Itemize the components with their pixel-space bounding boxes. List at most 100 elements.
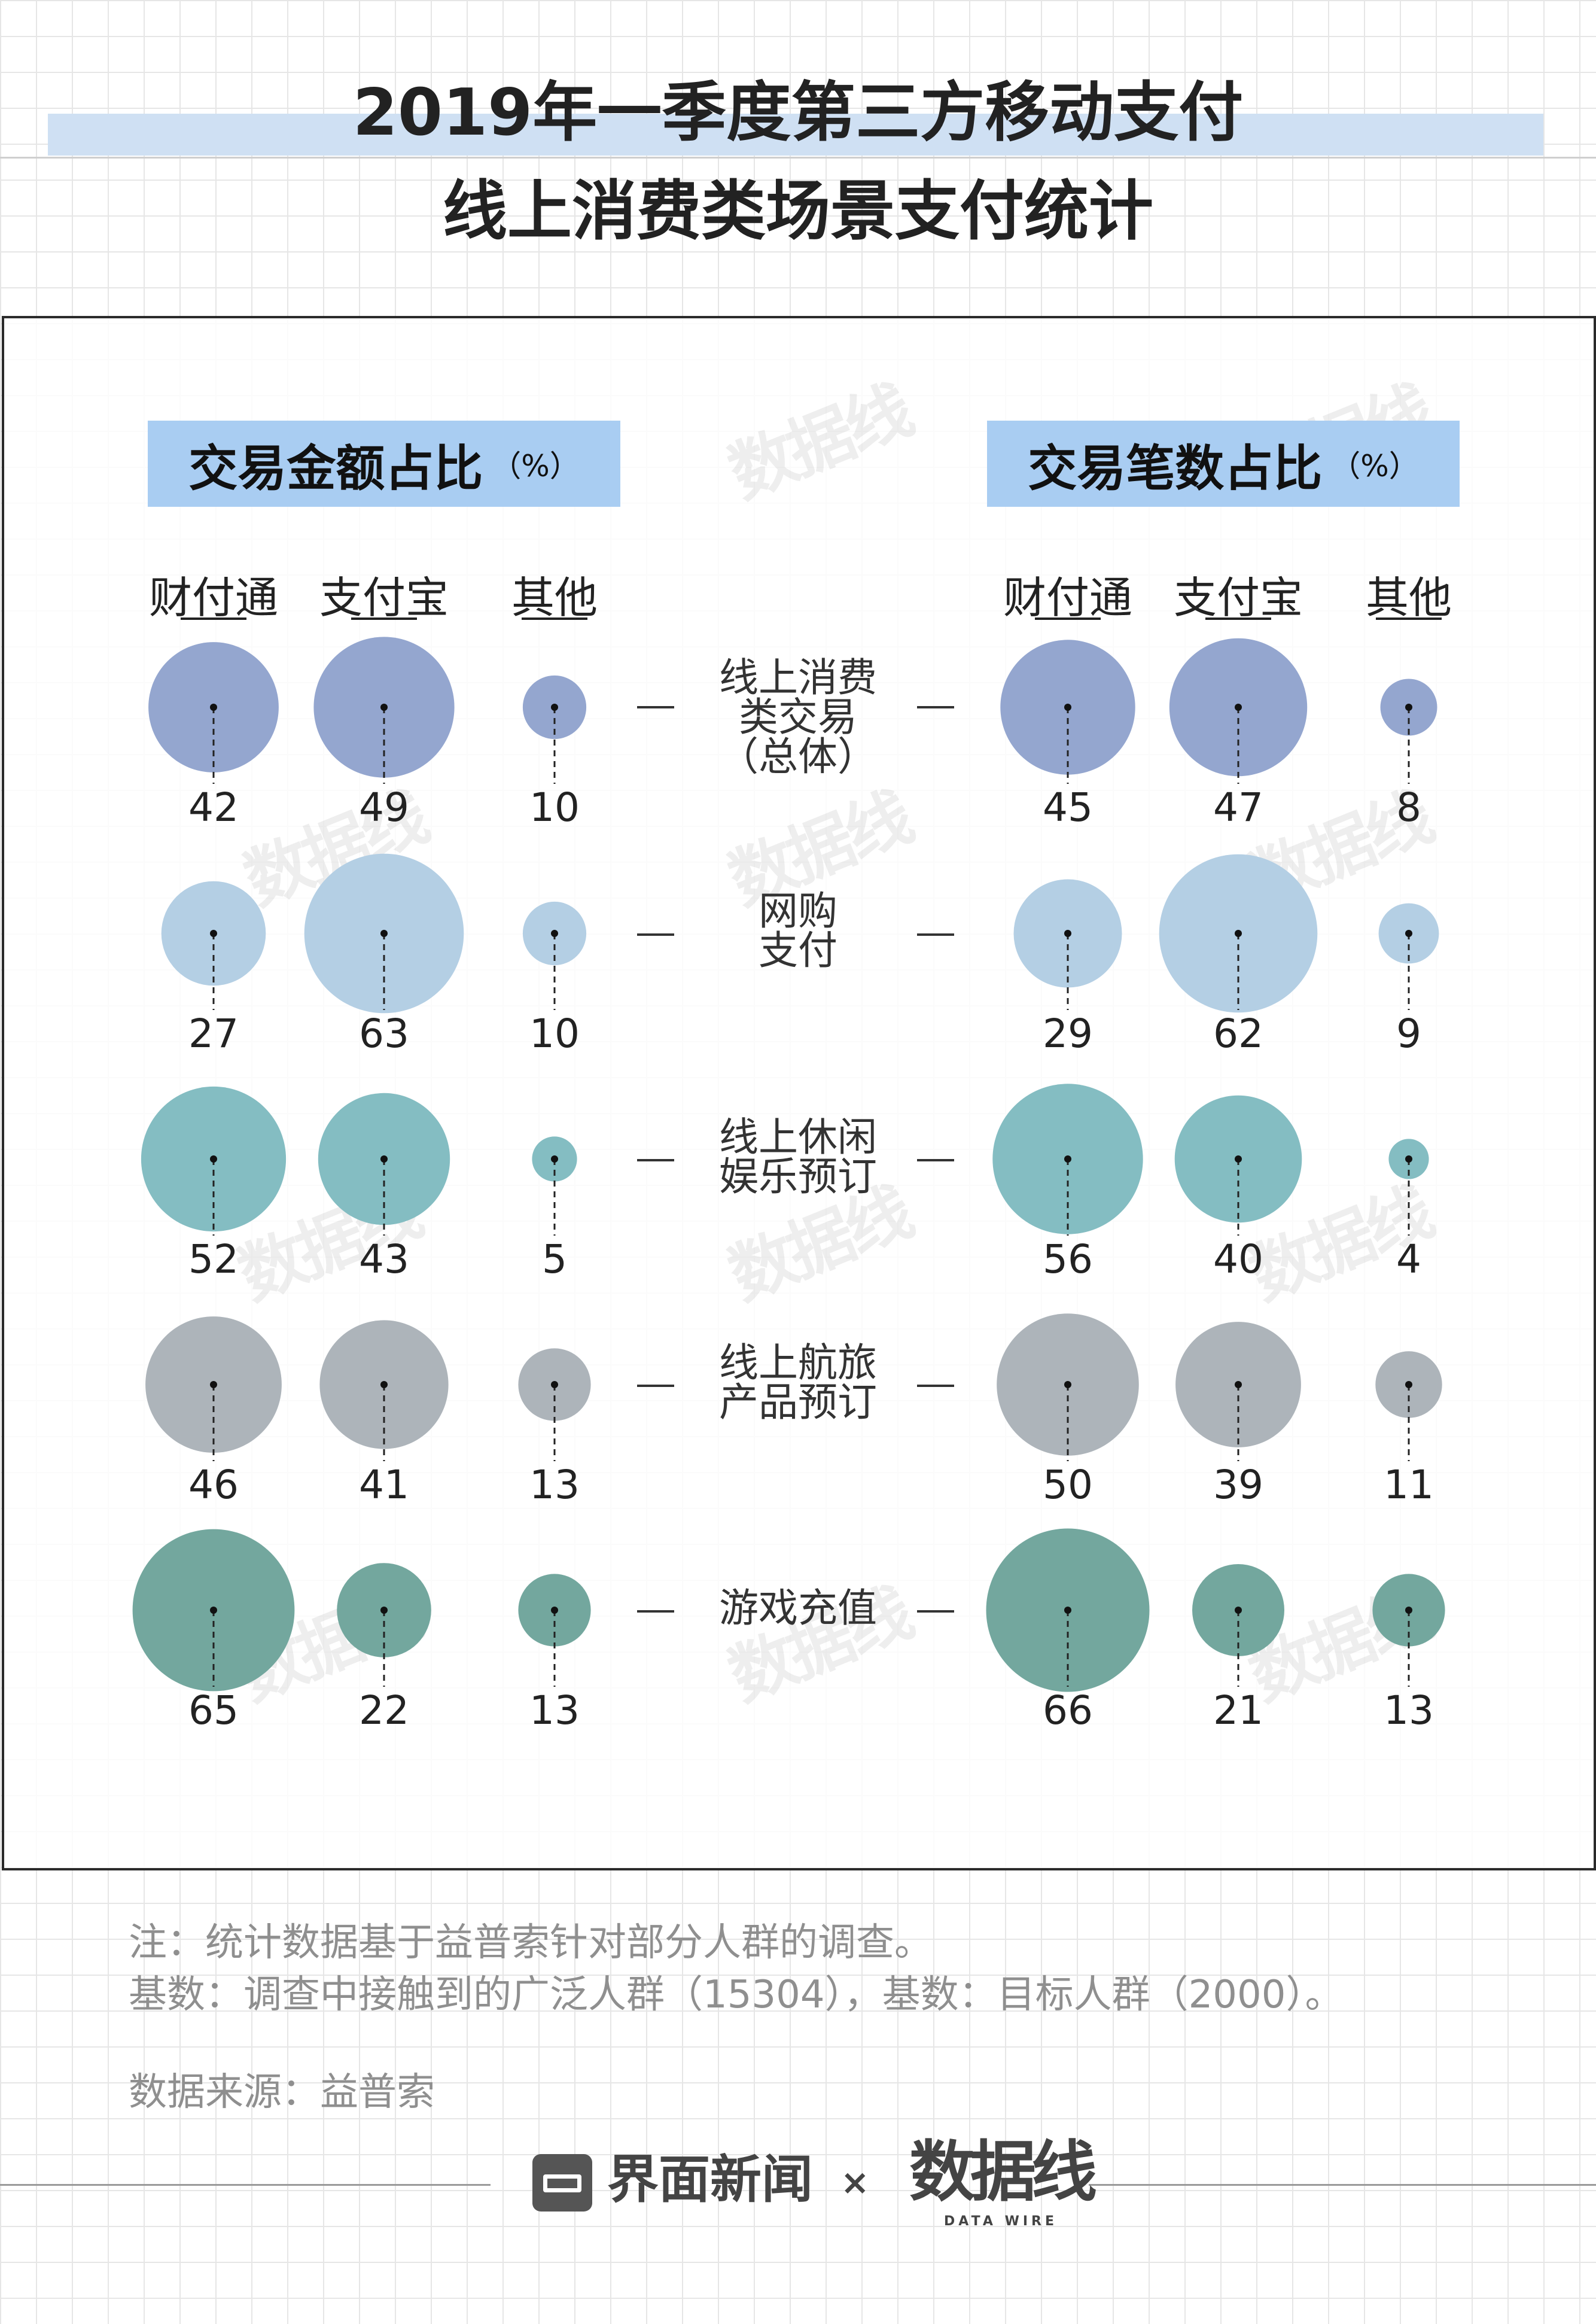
bubble-center-dot	[210, 704, 217, 711]
value-label-amount-tenpay-row5: 65	[188, 1687, 239, 1733]
value-label-amount-alipay-row3: 43	[359, 1236, 409, 1282]
bubble-center-dot	[380, 704, 388, 711]
jiemian-logo-icon	[532, 2154, 592, 2212]
header-count-title: 交易笔数占比	[1028, 440, 1323, 497]
row-dash-right	[917, 1159, 954, 1161]
value-label-amount-other-row5: 13	[529, 1687, 580, 1733]
value-label-count-other-row2: 9	[1396, 1011, 1421, 1057]
bubble-center-dot	[380, 1607, 388, 1614]
footer-rule-right	[1089, 2184, 1596, 2186]
bubble-center-dot	[1064, 1155, 1071, 1163]
value-label-count-tenpay-row1: 45	[1043, 784, 1093, 831]
bubble-center-dot	[551, 1155, 558, 1163]
bubble-center-dot	[210, 1607, 217, 1614]
row-label-game-recharge: 游戏充值	[719, 1585, 877, 1631]
bubble-center-dot	[1235, 704, 1242, 711]
header-amount-title: 交易金额占比	[188, 440, 483, 497]
footer-brand-jiemian: 界面新闻	[607, 2150, 813, 2210]
row-dash-right	[917, 933, 954, 936]
footer-datawire-sub: DATA WIRE	[944, 2214, 1058, 2229]
column-label-tenpay-right: 财付通	[1003, 573, 1132, 623]
value-label-amount-other-row4: 13	[529, 1462, 580, 1508]
value-label-amount-other-row3: 5	[542, 1236, 567, 1282]
column-label-tenpay-left: 财付通	[148, 573, 278, 623]
row-dash-right	[917, 706, 954, 708]
value-label-count-alipay-row5: 21	[1213, 1687, 1263, 1733]
column-label-other-right: 其他	[1365, 573, 1452, 623]
page-title-line-1: 2019年一季度第三方移动支付	[352, 75, 1244, 150]
value-label-amount-other-row1: 10	[529, 784, 580, 831]
value-label-count-alipay-row1: 47	[1213, 784, 1263, 831]
title-highlight-band	[48, 114, 1543, 156]
bubble-center-dot	[1235, 1381, 1242, 1388]
column-label-alipay-left: 支付宝	[319, 573, 449, 623]
value-label-count-alipay-row4: 39	[1213, 1462, 1263, 1508]
value-label-count-tenpay-row4: 50	[1043, 1462, 1093, 1508]
bubble-center-dot	[1064, 1607, 1071, 1614]
title-rule	[0, 157, 1596, 159]
value-label-amount-alipay-row5: 22	[359, 1687, 409, 1733]
row-dash-left	[637, 1610, 674, 1613]
bubble-center-dot	[380, 1155, 388, 1163]
value-label-amount-alipay-row1: 49	[359, 784, 409, 831]
row-dash-left	[637, 1385, 674, 1387]
source-note: 数据来源：益普索	[129, 2070, 435, 2115]
row-label-travel-booking: 线上航旅 产品预订	[719, 1340, 877, 1425]
value-label-amount-tenpay-row3: 52	[188, 1236, 239, 1282]
value-label-count-other-row4: 11	[1384, 1462, 1434, 1508]
row-dash-left	[637, 1159, 674, 1161]
value-label-count-tenpay-row2: 29	[1043, 1011, 1093, 1057]
value-label-count-other-row1: 8	[1396, 784, 1421, 831]
value-label-amount-tenpay-row2: 27	[188, 1011, 239, 1057]
note-line-2: 基数：调查中接触到的广泛人群（15304），基数：目标人群（2000）。	[129, 1973, 1344, 2017]
value-label-count-tenpay-row3: 56	[1043, 1236, 1093, 1282]
bubble-center-dot	[551, 930, 558, 937]
bubble-center-dot	[1405, 1381, 1412, 1388]
row-dash-right	[917, 1610, 954, 1613]
row-dash-left	[637, 933, 674, 936]
bubble-center-dot	[1235, 1155, 1242, 1163]
footer-rule-left	[0, 2184, 491, 2186]
bubble-center-dot	[551, 1381, 558, 1388]
header-count-unit: （%）	[1330, 449, 1419, 483]
value-label-amount-tenpay-row1: 42	[188, 784, 239, 831]
header-count-share: 交易笔数占比 （%）	[987, 421, 1460, 507]
footer-datawire-logo: 数据线	[909, 2134, 1097, 2210]
bubble-center-dot	[1064, 1381, 1071, 1388]
row-label-overall: 线上消费类交易 （总体）	[719, 655, 877, 780]
bubble-center-dot	[551, 1607, 558, 1614]
value-label-amount-alipay-row2: 63	[359, 1011, 409, 1057]
value-label-count-alipay-row2: 62	[1213, 1011, 1263, 1057]
value-label-count-alipay-row3: 40	[1213, 1236, 1263, 1282]
bubble-center-dot	[1405, 930, 1412, 937]
column-label-alipay-right: 支付宝	[1173, 573, 1303, 623]
page-title-line-2: 线上消费类场景支付统计	[442, 174, 1153, 249]
bubble-center-dot	[210, 1155, 217, 1163]
bubble-center-dot	[1064, 930, 1071, 937]
row-label-online-shopping: 网购 支付	[759, 888, 837, 974]
bubble-center-dot	[1235, 930, 1242, 937]
header-amount-share: 交易金额占比 （%）	[148, 421, 620, 507]
bubble-center-dot	[1405, 1155, 1412, 1163]
value-label-count-other-row5: 13	[1384, 1687, 1434, 1733]
bubble-center-dot	[551, 704, 558, 711]
header-amount-unit: （%）	[491, 449, 580, 483]
bubble-center-dot	[1064, 704, 1071, 711]
row-dash-right	[917, 1385, 954, 1387]
value-label-amount-other-row2: 10	[529, 1011, 580, 1057]
bubble-center-dot	[1405, 704, 1412, 711]
note-line-1: 注：统计数据基于益普索针对部分人群的调查。	[129, 1921, 933, 1965]
bubble-center-dot	[380, 1381, 388, 1388]
value-label-count-other-row3: 4	[1396, 1236, 1421, 1282]
bubble-center-dot	[380, 930, 388, 937]
bubble-center-dot	[1405, 1607, 1412, 1614]
value-label-amount-alipay-row4: 41	[359, 1462, 409, 1508]
column-label-other-left: 其他	[511, 573, 598, 623]
row-dash-left	[637, 706, 674, 708]
bubble-center-dot	[210, 930, 217, 937]
row-label-leisure-booking: 线上休闲 娱乐预订	[719, 1114, 877, 1200]
footer-times: ×	[840, 2162, 870, 2203]
value-label-amount-tenpay-row4: 46	[188, 1462, 239, 1508]
bubble-center-dot	[1235, 1607, 1242, 1614]
